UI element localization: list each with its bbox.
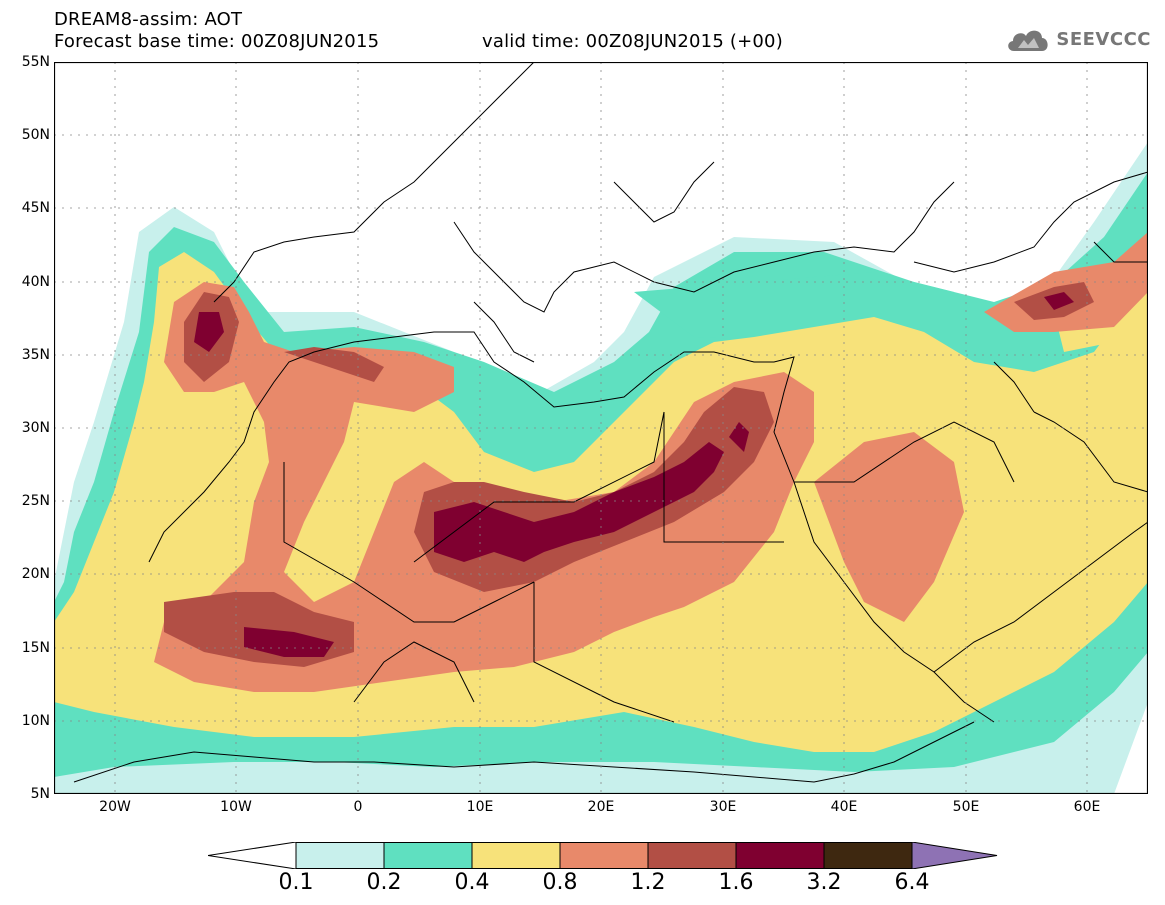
base-time-text: Forecast base time: 00Z08JUN2015: [54, 31, 380, 52]
colorbar-low-arrow: [207, 841, 297, 870]
colorbar-label: 1.2: [630, 870, 666, 895]
colorbar-label: 0.2: [366, 870, 402, 895]
lat-label: 20N: [21, 566, 50, 582]
lat-label: 5N: [30, 786, 50, 802]
colorbar-label: 0.1: [278, 870, 314, 895]
aot-contour-1.6: [194, 292, 1074, 657]
logo-text: SEEVCCC: [1056, 28, 1151, 50]
colorbar-label: 6.4: [894, 870, 930, 895]
colorbar-swatch-0.8: [559, 842, 649, 869]
colorbar-label: 3.2: [806, 870, 842, 895]
lat-label: 40N: [21, 274, 50, 290]
colorbar-swatch-3.2: [823, 842, 913, 869]
lon-label: 40E: [830, 799, 858, 815]
aot-map: [54, 62, 1148, 794]
colorbar-swatch-0.2: [383, 842, 473, 869]
map-title: DREAM8-assim: AOT: [54, 9, 243, 30]
lon-label: 50E: [952, 799, 980, 815]
forecast-base-time: Forecast base time: 00Z08JUN2015 valid ti…: [54, 31, 783, 52]
colorbar-swatch-1.2: [647, 842, 737, 869]
lat-label: 10N: [21, 713, 50, 729]
colorbar-label: 1.6: [718, 870, 754, 895]
map-canvas: [54, 62, 1148, 794]
seevccc-logo: SEEVCCC: [1004, 22, 1151, 56]
colorbar-high-arrow: [911, 841, 998, 870]
lat-label: 50N: [21, 127, 50, 143]
lat-label: 55N: [21, 54, 50, 70]
lon-label: 30E: [709, 799, 737, 815]
country-borders: [73, 62, 1148, 783]
cloud-logo-icon: [1008, 30, 1049, 51]
lat-label: 25N: [21, 493, 50, 509]
lat-label: 45N: [21, 200, 50, 216]
lat-label: 15N: [21, 640, 50, 656]
lon-label: 20E: [587, 799, 615, 815]
colorbar: [207, 841, 998, 870]
lat-label: 35N: [21, 347, 50, 363]
colorbar-swatch-0.4: [471, 842, 561, 869]
lon-label: 10E: [466, 799, 494, 815]
lon-label: 0: [353, 799, 363, 815]
colorbar-graphic: [207, 841, 998, 870]
colorbar-swatch-0.1: [295, 842, 385, 869]
lon-label: 20W: [99, 799, 131, 815]
colorbar-label: 0.8: [542, 870, 578, 895]
colorbar-label: 0.4: [454, 870, 490, 895]
colorbar-swatch-1.6: [735, 842, 825, 869]
lat-label: 30N: [21, 420, 50, 436]
map-frame: [54, 62, 1148, 794]
lon-label: 10W: [220, 799, 252, 815]
valid-time: valid time: 00Z08JUN2015 (+00): [482, 31, 783, 52]
graticule: [54, 62, 1148, 794]
lon-label: 60E: [1073, 799, 1101, 815]
